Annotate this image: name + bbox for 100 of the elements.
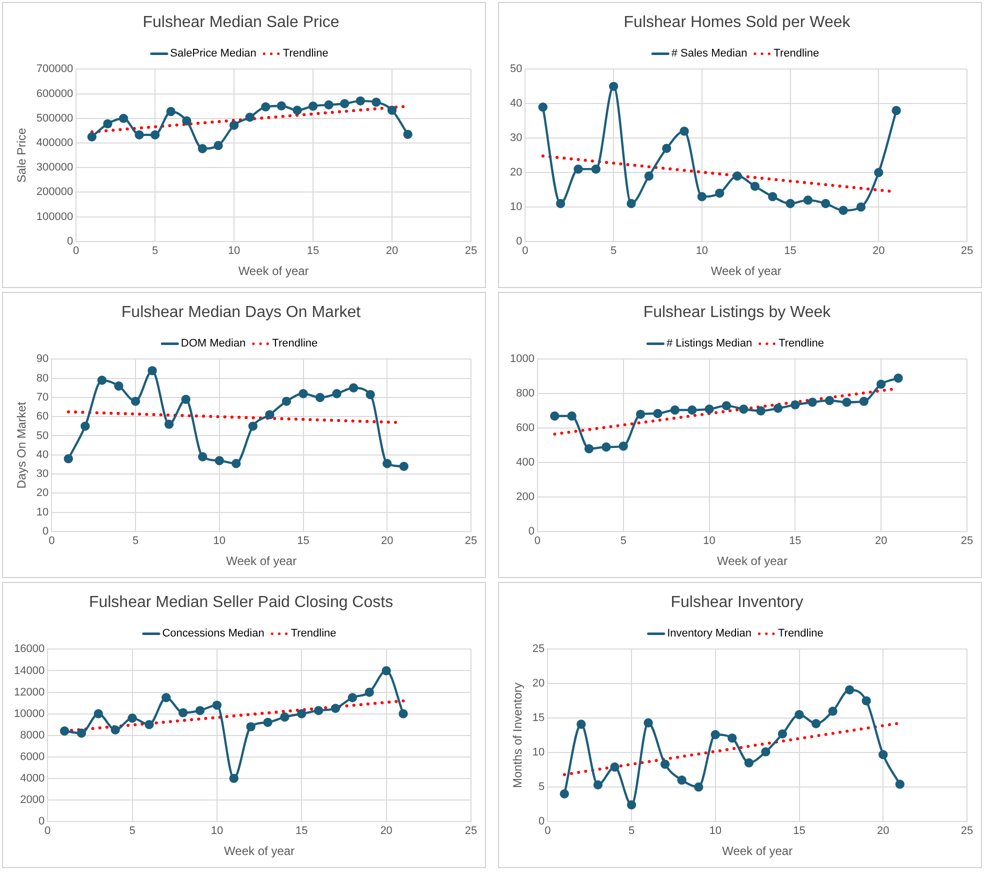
x-tick-label: 10	[228, 245, 240, 258]
point	[308, 102, 318, 111]
point	[128, 713, 137, 723]
y-tick-label: 20	[36, 487, 49, 500]
point	[591, 164, 601, 174]
point	[198, 452, 208, 462]
y-tick-label: 70	[36, 392, 49, 404]
x-tick-label: 10	[703, 535, 716, 548]
point	[340, 99, 350, 108]
point	[560, 789, 570, 798]
point	[768, 192, 778, 202]
x-tick-label: 20	[386, 245, 398, 258]
point	[324, 100, 334, 110]
y-tick-label: 0	[66, 235, 74, 248]
legend-label: Trendline	[290, 628, 336, 640]
point	[298, 389, 308, 398]
point	[94, 709, 103, 718]
point	[265, 410, 274, 420]
y-tick-label: 200	[516, 490, 534, 503]
x-tick-label: 15	[789, 535, 802, 548]
point	[895, 780, 904, 789]
x-axis-title: Week of year	[224, 844, 295, 858]
x-tick-label: 25	[464, 535, 478, 548]
y-tick-label: 10	[36, 506, 49, 518]
x-tick-label: 5	[152, 245, 158, 258]
y-tick-label: 14000	[14, 664, 45, 677]
point	[790, 400, 800, 410]
point	[856, 202, 866, 212]
point	[118, 114, 128, 123]
y-tick-label: 200000	[36, 186, 74, 198]
point	[644, 718, 653, 728]
x-axis-title: Week of year	[710, 264, 782, 278]
point	[670, 405, 680, 415]
point	[778, 729, 788, 739]
y-tick-label: 30	[36, 468, 49, 480]
point	[130, 396, 140, 406]
y-tick-label: 80	[36, 372, 49, 384]
y-tick-label: 800	[516, 388, 534, 400]
y-tick-label: 90	[36, 353, 49, 366]
point	[162, 693, 171, 702]
x-axis-title: Week of year	[238, 264, 309, 278]
y-tick-label: 4000	[20, 772, 45, 784]
y-tick-label: 600	[516, 422, 534, 434]
legend-label: Trendline	[282, 48, 328, 60]
y-tick-label: 8000	[20, 729, 45, 742]
y-tick-label: 0	[42, 525, 49, 538]
y-tick-label: 500000	[36, 112, 74, 124]
point	[248, 422, 258, 431]
point	[859, 396, 869, 406]
point	[677, 775, 686, 785]
point	[821, 198, 830, 208]
point	[214, 140, 223, 150]
chart-title: Fulshear Homes Sold per Week	[624, 14, 852, 32]
point	[694, 782, 704, 792]
y-tick-label: 15	[532, 712, 545, 724]
point	[602, 442, 611, 452]
point	[636, 410, 646, 419]
point	[80, 422, 90, 431]
point	[164, 420, 174, 429]
point	[182, 116, 192, 126]
point	[808, 398, 817, 407]
point	[348, 383, 358, 392]
y-tick-label: 16000	[14, 643, 45, 656]
point	[181, 394, 190, 404]
legend-label: SalePrice Median	[170, 48, 256, 60]
point	[382, 666, 391, 676]
chart-title: Fulshear Median Seller Paid Closing Costs	[88, 594, 394, 612]
point	[894, 374, 903, 383]
point	[773, 404, 783, 413]
point	[148, 366, 157, 376]
point	[574, 164, 583, 174]
legend-label: Inventory Median	[667, 628, 752, 640]
point	[261, 102, 270, 112]
x-axis-title: Week of year	[722, 844, 793, 858]
point	[212, 700, 222, 710]
point	[584, 444, 594, 454]
y-tick-label: 2000	[20, 794, 45, 806]
y-axis-title: Months of Inventory	[510, 682, 525, 788]
point	[892, 106, 901, 116]
point	[229, 774, 238, 783]
point	[276, 101, 286, 110]
y-tick-label: 400000	[36, 137, 74, 150]
x-tick-label: 5	[132, 535, 139, 548]
point	[134, 130, 144, 140]
x-tick-label: 20	[874, 535, 888, 548]
x-tick-label: 15	[784, 245, 796, 258]
point	[844, 685, 854, 694]
point	[728, 733, 737, 743]
point	[732, 171, 742, 181]
legend-label: Trendline	[778, 628, 824, 640]
y-tick-label: 6000	[20, 750, 45, 763]
y-tick-label: 0	[38, 815, 45, 828]
point	[828, 706, 838, 716]
x-tick-label: 10	[210, 825, 224, 838]
point	[229, 120, 239, 130]
x-tick-label: 25	[960, 825, 974, 838]
y-tick-label: 10	[510, 200, 522, 213]
point	[626, 198, 636, 208]
point	[618, 442, 628, 451]
chart-title: Fulshear Listings by Week	[643, 304, 832, 322]
